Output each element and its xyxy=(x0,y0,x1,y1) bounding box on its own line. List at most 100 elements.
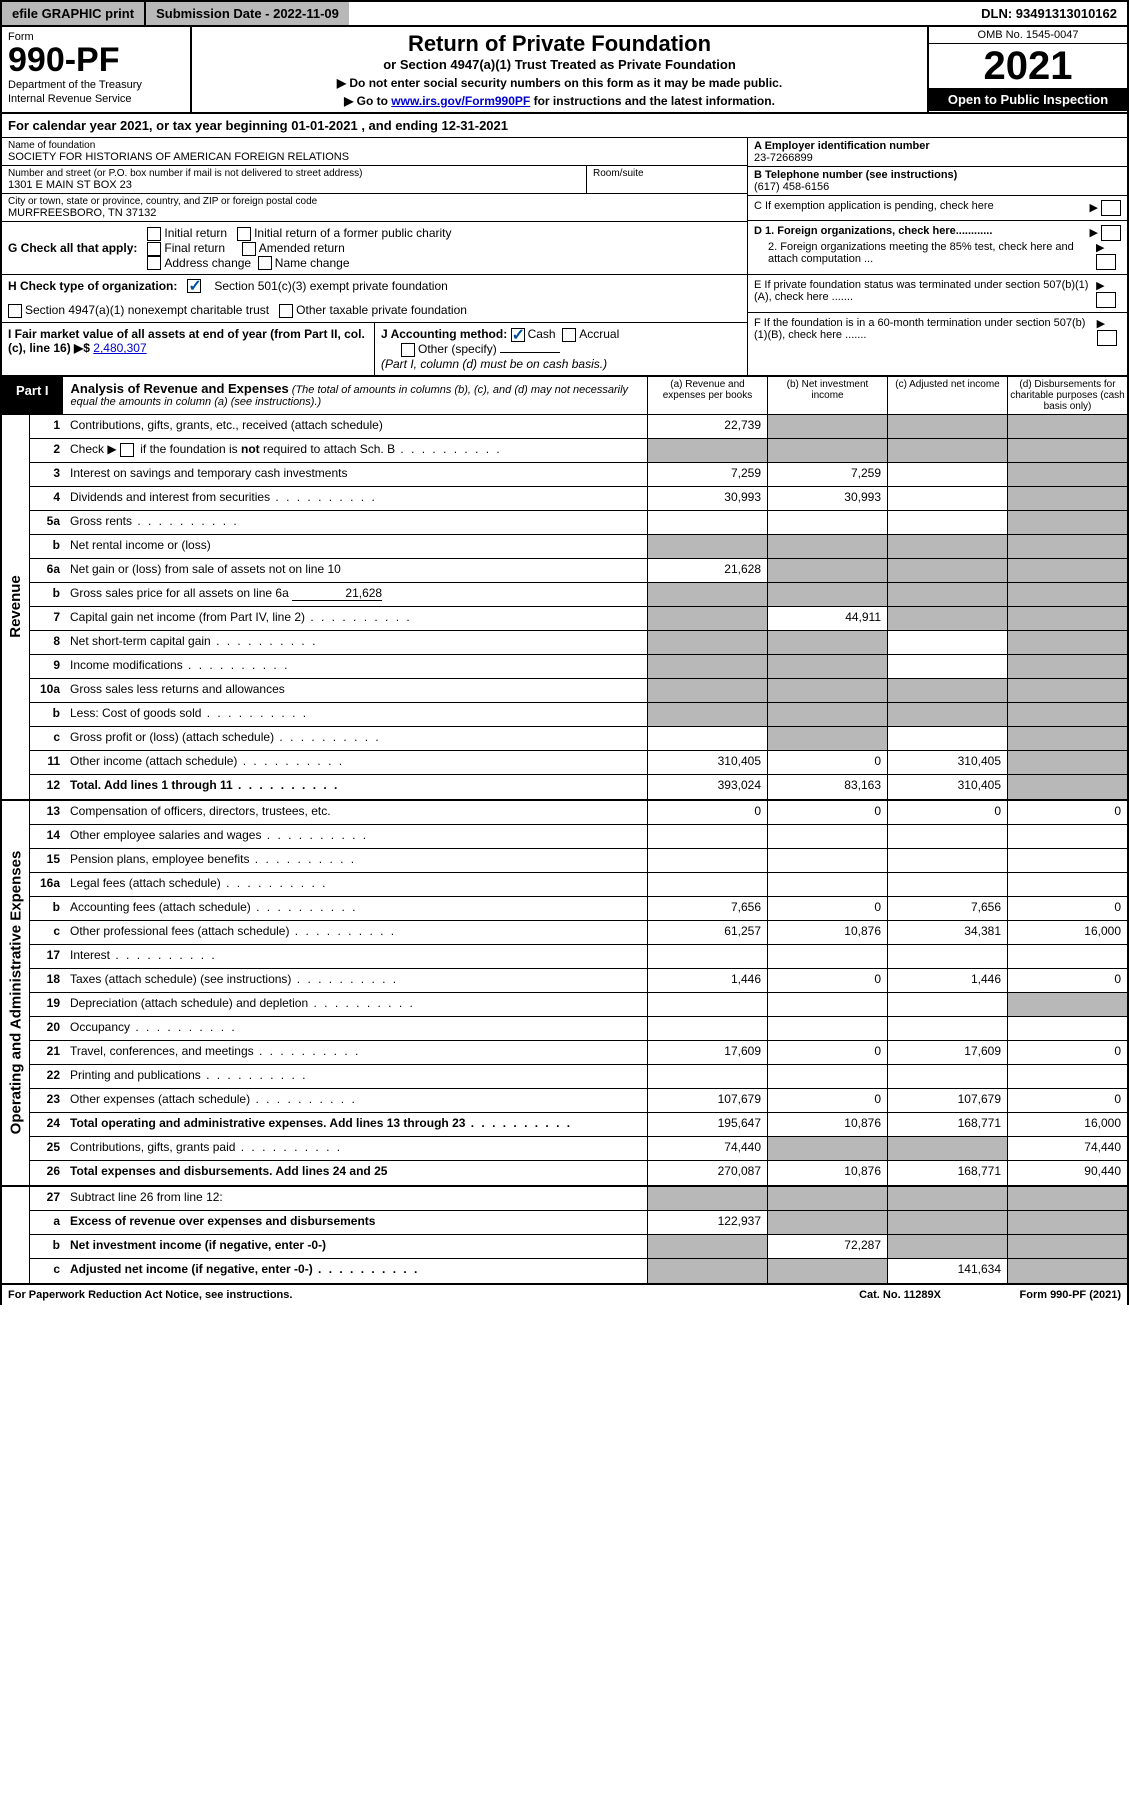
row-22-desc: Printing and publications xyxy=(66,1065,647,1088)
j-note: (Part I, column (d) must be on cash basi… xyxy=(381,357,607,371)
open-to-public: Open to Public Inspection xyxy=(929,88,1127,111)
row-10a-desc: Gross sales less returns and allowances xyxy=(66,679,647,702)
row-26-desc: Total expenses and disbursements. Add li… xyxy=(66,1161,647,1185)
row-23-b: 0 xyxy=(767,1089,887,1112)
d1-label: D 1. Foreign organizations, check here..… xyxy=(754,225,992,241)
f-checkbox[interactable] xyxy=(1097,330,1117,346)
row-1-desc: Contributions, gifts, grants, etc., rece… xyxy=(66,415,647,438)
row-18-desc: Taxes (attach schedule) (see instruction… xyxy=(66,969,647,992)
row-25-d: 74,440 xyxy=(1007,1137,1127,1160)
row-18-d: 0 xyxy=(1007,969,1127,992)
row-12-a: 393,024 xyxy=(647,775,767,799)
other-taxable-checkbox[interactable] xyxy=(279,304,293,318)
e-checkbox[interactable] xyxy=(1096,292,1116,308)
expenses-table: Operating and Administrative Expenses 13… xyxy=(0,801,1129,1187)
efile-print-button[interactable]: efile GRAPHIC print xyxy=(2,2,146,25)
footer-left: For Paperwork Reduction Act Notice, see … xyxy=(8,1289,859,1301)
c-label: C If exemption application is pending, c… xyxy=(754,200,994,212)
row-2-desc: Check ▶ if the foundation is not require… xyxy=(66,439,647,462)
dept-irs: Internal Revenue Service xyxy=(8,93,184,105)
row-16b-desc: Accounting fees (attach schedule) xyxy=(66,897,647,920)
row-6a-desc: Net gain or (loss) from sale of assets n… xyxy=(66,559,647,582)
row-23-c: 107,679 xyxy=(887,1089,1007,1112)
row-24-b: 10,876 xyxy=(767,1113,887,1136)
instructions-link[interactable]: www.irs.gov/Form990PF xyxy=(391,94,530,108)
other-method-checkbox[interactable] xyxy=(401,343,415,357)
row-27b-b: 72,287 xyxy=(767,1235,887,1258)
row-26-d: 90,440 xyxy=(1007,1161,1127,1185)
foundation-name: SOCIETY FOR HISTORIANS OF AMERICAN FOREI… xyxy=(8,151,741,163)
row-16c-c: 34,381 xyxy=(887,921,1007,944)
row-16c-d: 16,000 xyxy=(1007,921,1127,944)
row-16b-a: 7,656 xyxy=(647,897,767,920)
row-18-c: 1,446 xyxy=(887,969,1007,992)
501c3-checkbox[interactable] xyxy=(187,279,201,293)
row-3-a: 7,259 xyxy=(647,463,767,486)
sch-b-checkbox[interactable] xyxy=(120,443,134,457)
summary-table: 27Subtract line 26 from line 12: aExcess… xyxy=(0,1187,1129,1285)
final-return-checkbox[interactable] xyxy=(147,242,161,256)
room-label: Room/suite xyxy=(593,168,741,179)
row-21-a: 17,609 xyxy=(647,1041,767,1064)
d2-label: 2. Foreign organizations meeting the 85%… xyxy=(768,241,1096,270)
d1-checkbox[interactable] xyxy=(1101,225,1121,241)
row-11-desc: Other income (attach schedule) xyxy=(66,751,647,774)
row-13-desc: Compensation of officers, directors, tru… xyxy=(66,801,647,824)
name-change-checkbox[interactable] xyxy=(258,256,272,270)
fair-market-value[interactable]: 2,480,307 xyxy=(93,341,146,355)
row-8-desc: Net short-term capital gain xyxy=(66,631,647,654)
footer-cat: Cat. No. 11289X xyxy=(859,1289,941,1301)
phone-label: B Telephone number (see instructions) xyxy=(754,169,1121,181)
row-4-a: 30,993 xyxy=(647,487,767,510)
row-11-a: 310,405 xyxy=(647,751,767,774)
row-16b-d: 0 xyxy=(1007,897,1127,920)
row-27c-c: 141,634 xyxy=(887,1259,1007,1283)
tax-year: 2021 xyxy=(929,44,1127,88)
cash-checkbox[interactable] xyxy=(511,328,525,342)
row-24-c: 168,771 xyxy=(887,1113,1007,1136)
row-7-desc: Capital gain net income (from Part IV, l… xyxy=(66,607,647,630)
row-21-d: 0 xyxy=(1007,1041,1127,1064)
part1-title: Analysis of Revenue and Expenses xyxy=(71,381,289,396)
name-label: Name of foundation xyxy=(8,140,741,151)
phone-value: (617) 458-6156 xyxy=(754,181,1121,193)
initial-return-checkbox[interactable] xyxy=(147,227,161,241)
d2-checkbox[interactable] xyxy=(1096,254,1116,270)
initial-return-former-checkbox[interactable] xyxy=(237,227,251,241)
row-25-a: 74,440 xyxy=(647,1137,767,1160)
form-title: Return of Private Foundation xyxy=(198,31,921,57)
row-20-desc: Occupancy xyxy=(66,1017,647,1040)
row-18-a: 1,446 xyxy=(647,969,767,992)
row-12-b: 83,163 xyxy=(767,775,887,799)
row-9-desc: Income modifications xyxy=(66,655,647,678)
row-6a-a: 21,628 xyxy=(647,559,767,582)
row-26-b: 10,876 xyxy=(767,1161,887,1185)
form-subtitle: or Section 4947(a)(1) Trust Treated as P… xyxy=(198,57,921,72)
row-23-a: 107,679 xyxy=(647,1089,767,1112)
col-d-header: (d) Disbursements for charitable purpose… xyxy=(1007,377,1127,414)
revenue-side-label: Revenue xyxy=(2,415,30,799)
row-10b-desc: Less: Cost of goods sold xyxy=(66,703,647,726)
row-4-desc: Dividends and interest from securities xyxy=(66,487,647,510)
row-19-desc: Depreciation (attach schedule) and deple… xyxy=(66,993,647,1016)
row-11-c: 310,405 xyxy=(887,751,1007,774)
dept-treasury: Department of the Treasury xyxy=(8,79,184,91)
address-change-checkbox[interactable] xyxy=(147,256,161,270)
amended-return-checkbox[interactable] xyxy=(242,242,256,256)
row-13-d: 0 xyxy=(1007,801,1127,824)
4947a1-checkbox[interactable] xyxy=(8,304,22,318)
row-16b-c: 7,656 xyxy=(887,897,1007,920)
row-6b-desc: Gross sales price for all assets on line… xyxy=(66,583,647,606)
page-footer: For Paperwork Reduction Act Notice, see … xyxy=(0,1285,1129,1305)
row-14-desc: Other employee salaries and wages xyxy=(66,825,647,848)
row-18-b: 0 xyxy=(767,969,887,992)
row-23-d: 0 xyxy=(1007,1089,1127,1112)
form-number: 990-PF xyxy=(8,43,184,77)
c-checkbox[interactable] xyxy=(1101,200,1121,216)
row-21-desc: Travel, conferences, and meetings xyxy=(66,1041,647,1064)
row-17-desc: Interest xyxy=(66,945,647,968)
accrual-checkbox[interactable] xyxy=(562,328,576,342)
row-25-desc: Contributions, gifts, grants paid xyxy=(66,1137,647,1160)
row-16c-b: 10,876 xyxy=(767,921,887,944)
revenue-table: Revenue 1Contributions, gifts, grants, e… xyxy=(0,415,1129,801)
